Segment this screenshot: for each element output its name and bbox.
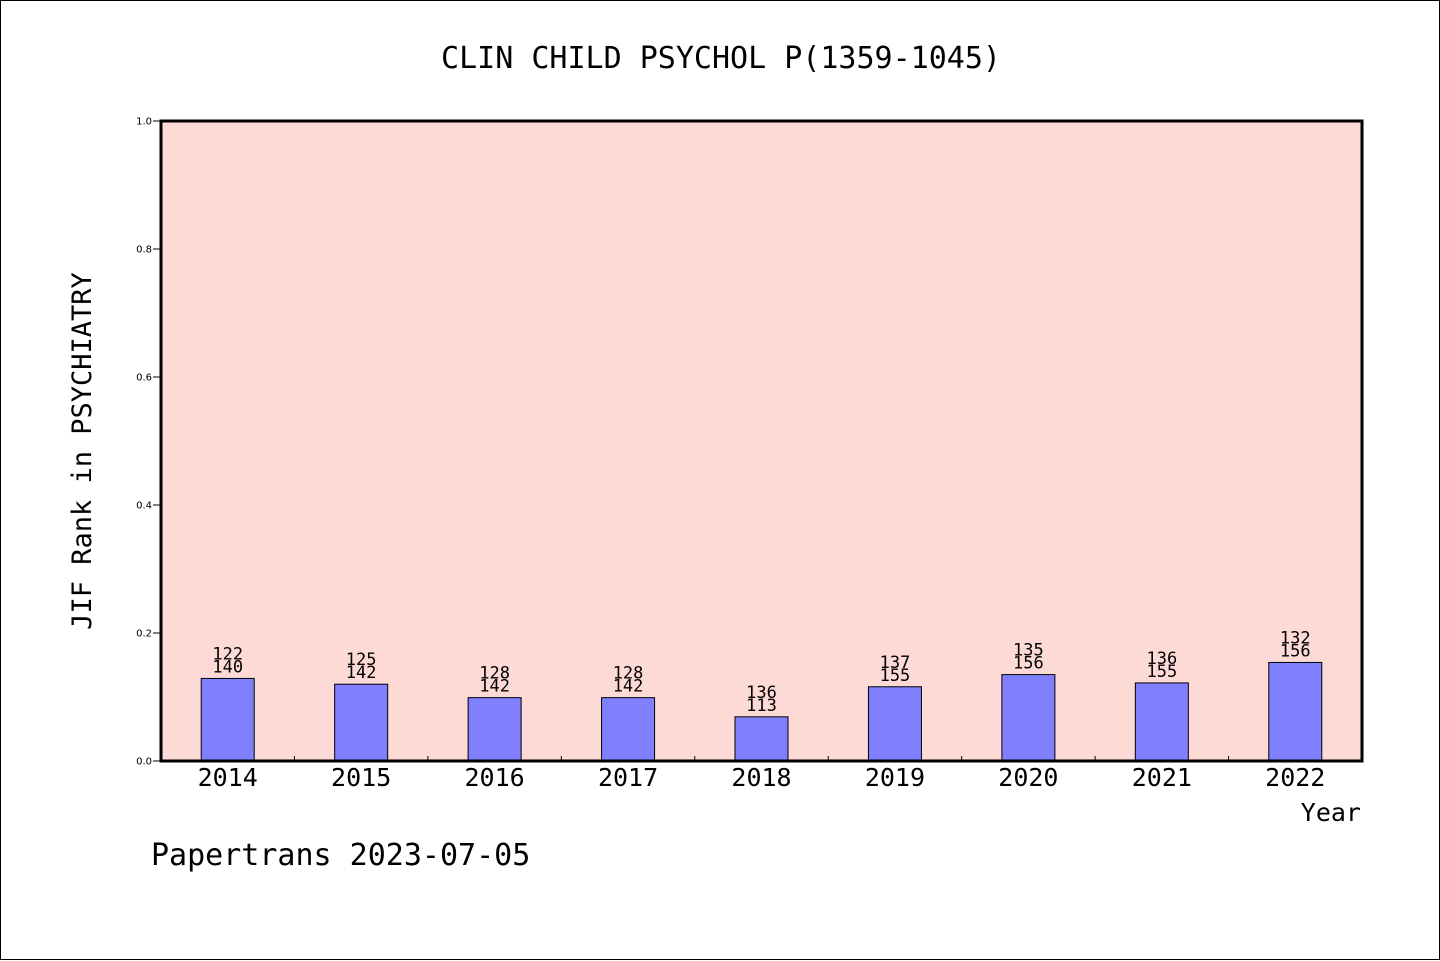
bar-rank-label: 128: [613, 664, 644, 684]
x-tick-label: 2015: [331, 763, 391, 792]
x-tick-label: 2017: [598, 763, 658, 792]
bar-2014: [200, 677, 255, 762]
bar-total-label: 142: [479, 677, 510, 697]
y-tick-label: 0.0: [136, 757, 152, 768]
x-axis-label: Year: [1301, 798, 1361, 827]
x-tick-label: 2018: [731, 763, 791, 792]
bar-rank-label: 136: [746, 683, 777, 703]
bar-total-label: 140: [212, 657, 243, 677]
bar-total-label: 113: [746, 696, 777, 716]
footer-credit: Papertrans 2023-07-05: [151, 838, 530, 873]
bar-total-label: 156: [1280, 641, 1311, 661]
bar-rank-label: 135: [1013, 641, 1044, 661]
plot-border: [159, 119, 1364, 763]
y-tick-label: 1.0: [136, 117, 152, 128]
bar-2021: [1134, 682, 1189, 762]
bar-rank-label: 137: [880, 653, 911, 673]
bar-2019: [867, 686, 922, 762]
chart-title: CLIN CHILD PSYCHOL P(1359-1045): [441, 41, 1001, 76]
bar-2018: [734, 716, 789, 762]
x-tick-label: 2020: [998, 763, 1058, 792]
x-axis: 2014 2015 2016 2017 2018 2019 2020 2021 2022: [198, 756, 1325, 792]
y-tick-label: 0.8: [136, 245, 152, 256]
bar-rank-label: 122: [212, 644, 243, 664]
x-tick-label: 2019: [865, 763, 925, 792]
y-tick-label: 0.2: [136, 629, 152, 640]
y-tick-label: 0.6: [136, 373, 152, 384]
bar-total-label: 156: [1013, 654, 1044, 674]
bar-total-label: 142: [613, 677, 644, 697]
bar-rank-label: 125: [346, 650, 377, 670]
bar-2015: [334, 683, 389, 762]
bar-2016: [467, 697, 522, 762]
bar-2022: [1268, 661, 1323, 762]
bar-2017: [601, 697, 656, 762]
bar-total-label: 142: [346, 663, 377, 683]
bar-rank-label: 136: [1146, 649, 1177, 669]
plot-area: [161, 121, 1362, 761]
x-tick-label: 2022: [1265, 763, 1325, 792]
bar-rank-label: 128: [479, 664, 510, 684]
x-tick-label: 2016: [465, 763, 525, 792]
bars-group: [200, 661, 1323, 762]
x-tick-label: 2021: [1132, 763, 1192, 792]
bar-rank-label: 132: [1280, 628, 1311, 648]
y-tick-label: 0.4: [136, 501, 152, 512]
bar-total-label: 155: [1146, 662, 1177, 682]
x-tick-label: 2014: [198, 763, 258, 792]
bar-2020: [1001, 674, 1056, 762]
y-axis: 0.0 0.2 0.4 0.6 0.8 1.0: [136, 117, 161, 768]
y-axis-label: JIF Rank in PSYCHIATRY: [67, 272, 98, 630]
bar-total-label: 155: [880, 666, 911, 686]
